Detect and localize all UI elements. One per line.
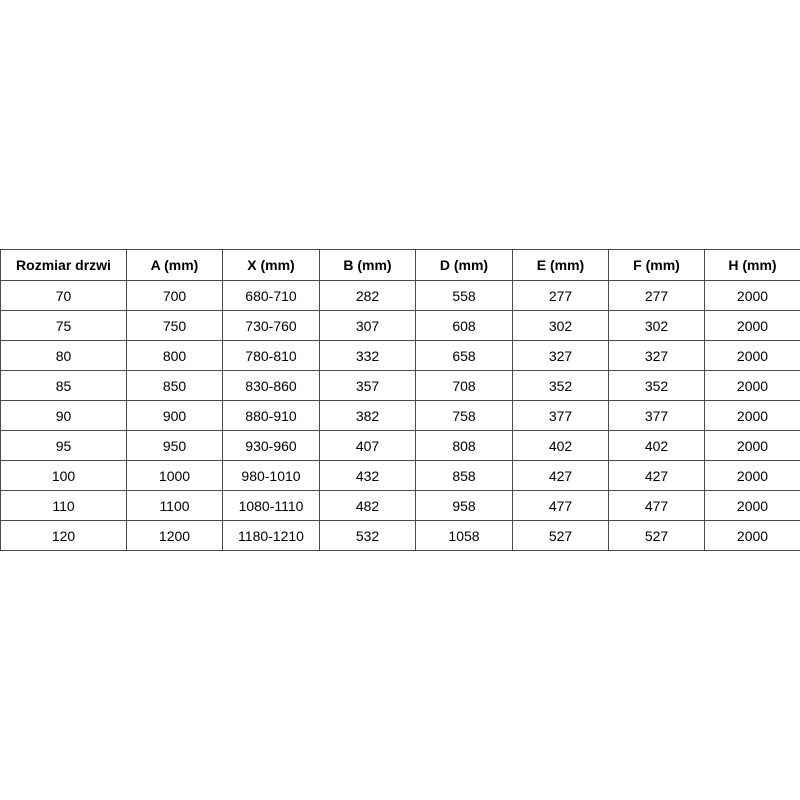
- table-cell: 85: [0, 370, 127, 401]
- column-header: A (mm): [126, 249, 223, 281]
- table-cell: 110: [0, 490, 127, 521]
- table-cell: 1000: [126, 460, 223, 491]
- table-cell: 427: [608, 460, 705, 491]
- table-cell: 608: [415, 310, 513, 341]
- table-cell: 402: [512, 430, 609, 461]
- door-size-table: Rozmiar drzwi A (mm) X (mm) B (mm) D (mm) E (…: [0, 249, 800, 551]
- table-cell: 327: [512, 340, 609, 371]
- column-header: H (mm): [704, 249, 800, 281]
- table-cell: 808: [415, 430, 513, 461]
- table-cell: 302: [512, 310, 609, 341]
- table-cell: 532: [319, 520, 416, 551]
- table-cell: 2000: [704, 520, 800, 551]
- table-cell: 2000: [704, 490, 800, 521]
- table-row: 90 900 880-910 382 758 377 377 2000: [0, 400, 800, 431]
- table-cell: 477: [608, 490, 705, 521]
- table-cell: 958: [415, 490, 513, 521]
- table-cell: 427: [512, 460, 609, 491]
- table-row: 100 1000 980-1010 432 858 427 427 2000: [0, 460, 800, 491]
- table-cell: 2000: [704, 340, 800, 371]
- table-cell: 277: [608, 280, 705, 311]
- table-cell: 1180-1210: [222, 520, 320, 551]
- table-cell: 120: [0, 520, 127, 551]
- table-cell: 2000: [704, 430, 800, 461]
- table-cell: 800: [126, 340, 223, 371]
- column-header: D (mm): [415, 249, 513, 281]
- table-cell: 100: [0, 460, 127, 491]
- table-cell: 482: [319, 490, 416, 521]
- table-cell: 382: [319, 400, 416, 431]
- table-cell: 90: [0, 400, 127, 431]
- table-cell: 2000: [704, 370, 800, 401]
- table-cell: 432: [319, 460, 416, 491]
- table-cell: 357: [319, 370, 416, 401]
- table-cell: 332: [319, 340, 416, 371]
- column-header: X (mm): [222, 249, 320, 281]
- table-cell: 680-710: [222, 280, 320, 311]
- table-cell: 830-860: [222, 370, 320, 401]
- table-cell: 477: [512, 490, 609, 521]
- table-cell: 558: [415, 280, 513, 311]
- table-cell: 950: [126, 430, 223, 461]
- table-cell: 700: [126, 280, 223, 311]
- table-cell: 2000: [704, 400, 800, 431]
- table-cell: 1100: [126, 490, 223, 521]
- table-cell: 80: [0, 340, 127, 371]
- table-cell: 377: [512, 400, 609, 431]
- column-header: F (mm): [608, 249, 705, 281]
- table-cell: 850: [126, 370, 223, 401]
- table-cell: 730-760: [222, 310, 320, 341]
- table-cell: 2000: [704, 280, 800, 311]
- table-cell: 95: [0, 430, 127, 461]
- column-header: Rozmiar drzwi: [0, 249, 127, 281]
- column-header: B (mm): [319, 249, 416, 281]
- table-cell: 2000: [704, 310, 800, 341]
- table-cell: 780-810: [222, 340, 320, 371]
- table-row: 70 700 680-710 282 558 277 277 2000: [0, 280, 800, 311]
- table-cell: 75: [0, 310, 127, 341]
- table-cell: 352: [608, 370, 705, 401]
- table-cell: 750: [126, 310, 223, 341]
- table-cell: 407: [319, 430, 416, 461]
- table-cell: 758: [415, 400, 513, 431]
- table-cell: 1200: [126, 520, 223, 551]
- table-cell: 282: [319, 280, 416, 311]
- table-cell: 352: [512, 370, 609, 401]
- table-cell: 1058: [415, 520, 513, 551]
- table-cell: 930-960: [222, 430, 320, 461]
- table-row: 95 950 930-960 407 808 402 402 2000: [0, 430, 800, 461]
- table-cell: 70: [0, 280, 127, 311]
- table-cell: 402: [608, 430, 705, 461]
- table-cell: 307: [319, 310, 416, 341]
- table-cell: 327: [608, 340, 705, 371]
- table-row: 75 750 730-760 307 608 302 302 2000: [0, 310, 800, 341]
- table-row: 120 1200 1180-1210 532 1058 527 527 2000: [0, 520, 800, 551]
- table-cell: 708: [415, 370, 513, 401]
- table-cell: 858: [415, 460, 513, 491]
- table-cell: 2000: [704, 460, 800, 491]
- table-row: 85 850 830-860 357 708 352 352 2000: [0, 370, 800, 401]
- table-cell: 277: [512, 280, 609, 311]
- table-cell: 527: [608, 520, 705, 551]
- table-cell: 302: [608, 310, 705, 341]
- table-cell: 880-910: [222, 400, 320, 431]
- table-cell: 900: [126, 400, 223, 431]
- table-row: 110 1100 1080-1110 482 958 477 477 2000: [0, 490, 800, 521]
- table-cell: 658: [415, 340, 513, 371]
- table-cell: 377: [608, 400, 705, 431]
- table-cell: 980-1010: [222, 460, 320, 491]
- table-header-row: Rozmiar drzwi A (mm) X (mm) B (mm) D (mm) E (…: [0, 249, 800, 281]
- column-header: E (mm): [512, 249, 609, 281]
- table-cell: 1080-1110: [222, 490, 320, 521]
- table-row: 80 800 780-810 332 658 327 327 2000: [0, 340, 800, 371]
- table-cell: 527: [512, 520, 609, 551]
